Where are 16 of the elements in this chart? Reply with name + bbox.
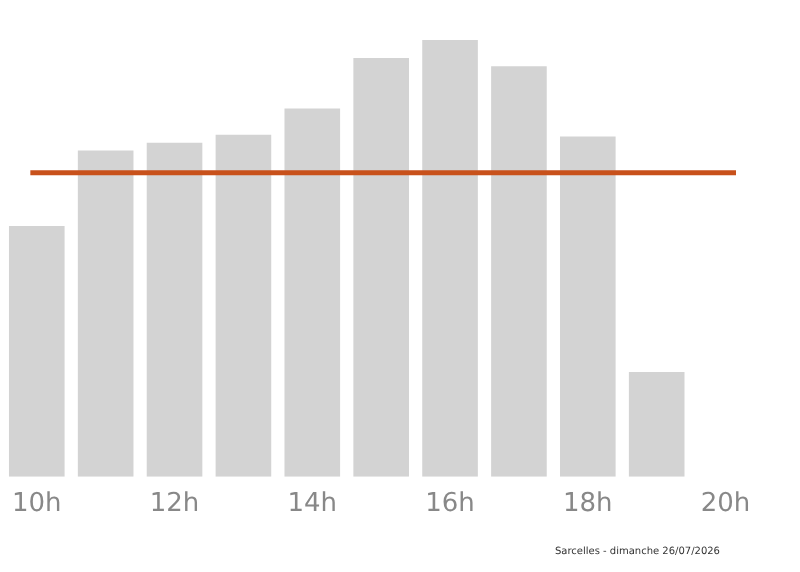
x-tick-label: 10h <box>12 489 62 520</box>
x-tick-label: 18h <box>563 489 613 520</box>
bar <box>146 142 203 477</box>
bar <box>8 226 65 477</box>
x-tick-label: 20h <box>700 489 751 520</box>
bar <box>491 66 547 477</box>
bar <box>353 57 409 477</box>
bar <box>215 134 272 477</box>
bar <box>422 40 478 477</box>
bar <box>284 108 341 477</box>
bar <box>77 150 134 477</box>
x-tick-label: 12h <box>149 489 200 520</box>
bar <box>628 371 685 477</box>
x-tick-label: 16h <box>425 489 475 520</box>
bar <box>560 136 616 477</box>
x-tick-label: 14h <box>287 489 338 520</box>
